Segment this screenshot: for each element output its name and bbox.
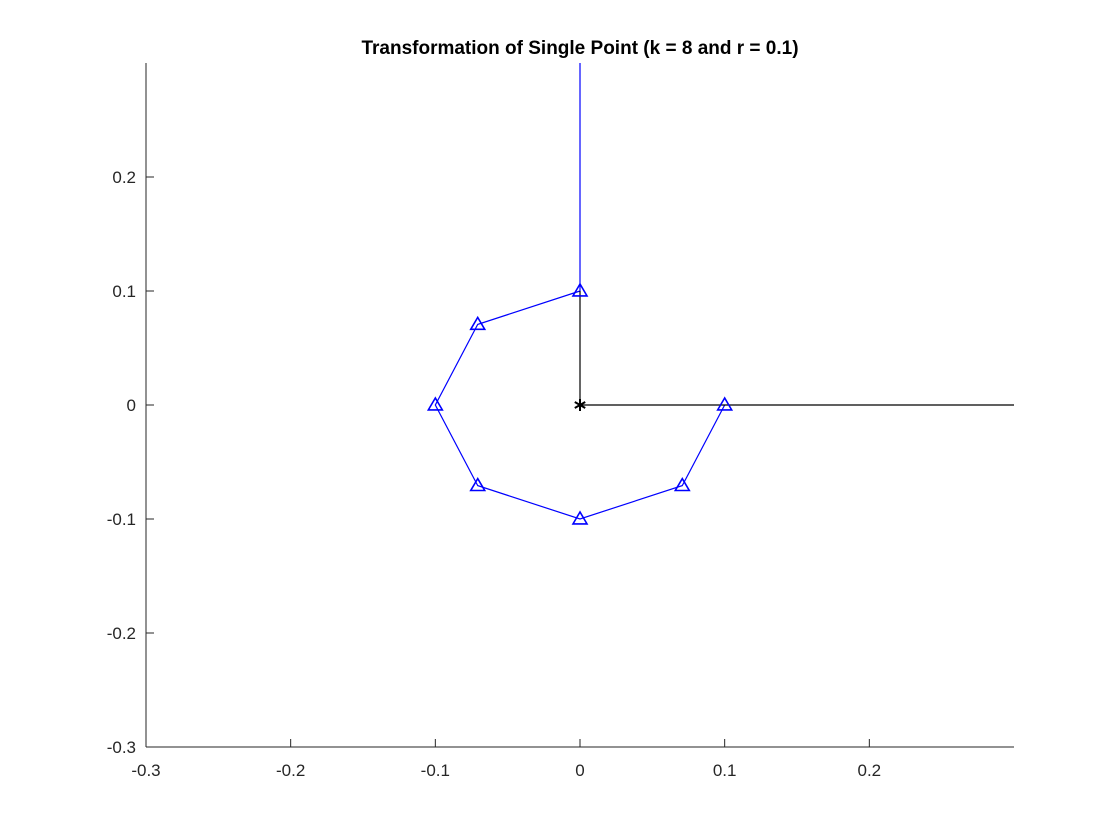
x-tick-label: -0.1 — [421, 761, 450, 780]
x-tick-label: 0 — [575, 761, 584, 780]
triangle-marker — [571, 282, 589, 297]
chart-title: Transformation of Single Point (k = 8 an… — [361, 38, 798, 59]
y-tick-label: 0.2 — [112, 168, 136, 187]
triangle-marker — [469, 477, 487, 492]
triangle-marker — [673, 477, 691, 492]
triangle-marker — [469, 315, 487, 331]
x-tick-label: -0.3 — [131, 761, 160, 780]
x-tick-label: -0.2 — [276, 761, 305, 780]
triangle-marker — [716, 396, 734, 411]
y-tick-label: -0.1 — [107, 510, 136, 529]
asterisk-marker — [574, 399, 586, 411]
y-tick-label: 0 — [127, 396, 136, 415]
asterisk-stroke — [574, 401, 586, 409]
x-tick-label: 0.2 — [858, 761, 882, 780]
y-tick-label: 0.1 — [112, 282, 136, 301]
triangle-marker — [426, 396, 444, 411]
y-tick-label: -0.3 — [107, 738, 136, 757]
plot-area: -0.3 -0.2 -0.1 0 0.1 0.2 -0.3 -0.2 -0.1 0 0.1 0.2 — [107, 63, 1014, 780]
y-tick-label: -0.2 — [107, 624, 136, 643]
x-tick-label: 0.1 — [713, 761, 737, 780]
triangle-marker — [571, 510, 589, 525]
series-line-transformed-points — [434, 290, 726, 520]
